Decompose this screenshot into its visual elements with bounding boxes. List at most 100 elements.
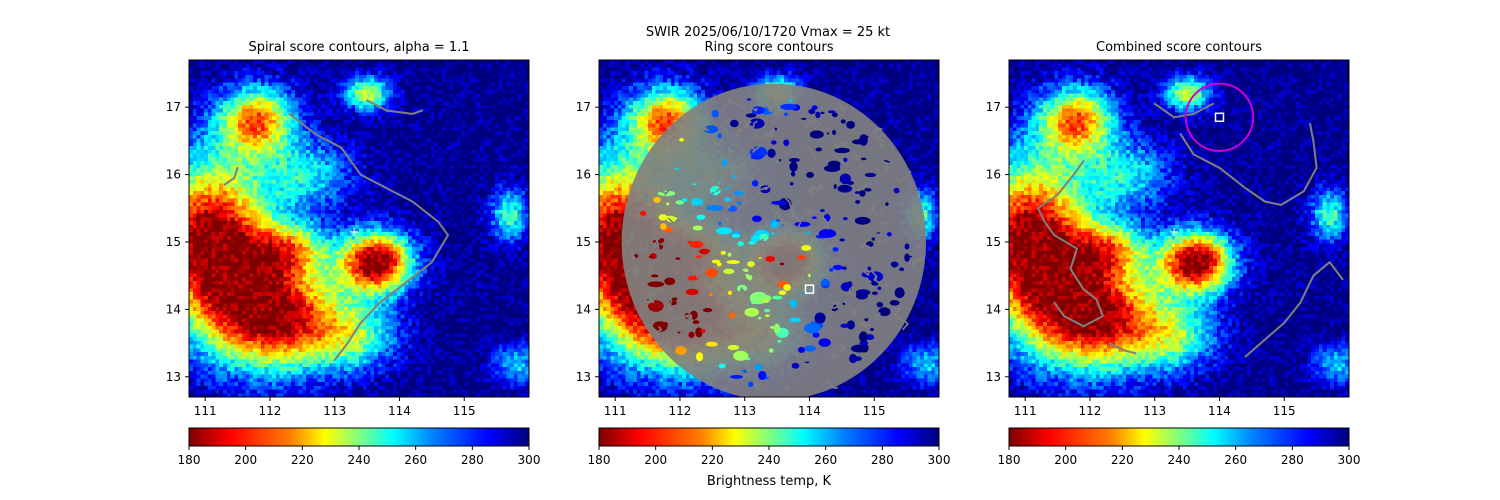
ring-contour-line xyxy=(736,164,747,173)
ring-contour-gap xyxy=(833,184,837,189)
ring-contour-gap xyxy=(664,277,676,286)
center-marker-square xyxy=(804,284,815,294)
ring-contour-gap xyxy=(815,111,821,119)
panel-overlay xyxy=(621,83,927,397)
ring-contour-line xyxy=(746,143,761,154)
ring-contour-gap xyxy=(692,320,700,324)
ring-contour-gap xyxy=(807,273,811,278)
y-tick-label: 16 xyxy=(986,168,1001,182)
ring-contour-line xyxy=(760,245,775,252)
ring-contour-gap xyxy=(899,267,905,272)
ring-contour-line xyxy=(825,379,838,389)
ring-contour-line xyxy=(774,209,780,220)
ring-contour-line xyxy=(784,234,792,246)
ring-contour-line xyxy=(809,185,817,191)
ring-contour-line xyxy=(650,165,666,173)
ring-contour-line xyxy=(707,110,714,119)
ring-contour-gap xyxy=(854,191,861,194)
ring-contour-line xyxy=(833,142,840,149)
ring-contour-gap xyxy=(769,325,776,329)
ring-contour-line xyxy=(668,300,674,313)
ring-contour-line xyxy=(752,132,760,140)
ring-contour-gap xyxy=(809,130,824,139)
ring-contour-line xyxy=(723,150,733,159)
ring-contour-gap xyxy=(744,307,759,317)
ring-contour-gap xyxy=(820,279,830,286)
ring-contour-gap xyxy=(791,362,800,369)
ring-contour-gap xyxy=(711,109,719,118)
ring-contour-gap xyxy=(751,215,762,223)
ring-contour-line xyxy=(711,288,718,297)
ring-contour-gap xyxy=(771,140,777,145)
ring-contour-gap xyxy=(889,299,900,306)
colorbar-tick-label: 280 xyxy=(871,453,894,467)
ring-contour-line xyxy=(849,308,857,317)
ring-contour-gap xyxy=(904,253,910,262)
ring-contour-gap xyxy=(812,332,820,338)
ring-contour-line xyxy=(772,360,782,367)
panel-overlay xyxy=(1037,82,1344,358)
ring-contour-line xyxy=(681,314,693,319)
ring-contour-line xyxy=(739,249,745,257)
ring-contour-gap xyxy=(727,290,733,295)
ring-contour-line xyxy=(877,138,885,148)
colorbar-tick-label: 220 xyxy=(1111,453,1134,467)
ring-contour-gap xyxy=(860,157,867,161)
ring-contour-gap xyxy=(804,345,816,352)
ring-contour-gap xyxy=(839,173,851,185)
ring-contour-gap xyxy=(762,298,770,304)
ring-contour-line xyxy=(706,230,717,237)
center-marker-square xyxy=(1214,112,1225,123)
colorbar-tick-label: 240 xyxy=(758,453,781,467)
ring-contour-gap xyxy=(811,216,817,220)
ring-contour-line xyxy=(757,238,766,248)
x-tick-label: 111 xyxy=(604,404,627,418)
ring-contour-gap xyxy=(715,227,733,235)
ring-contour-gap xyxy=(674,167,680,170)
ring-contour-gap xyxy=(770,221,779,229)
ring-contour-gap xyxy=(675,200,684,205)
ring-contour-gap xyxy=(789,161,798,172)
contour-line xyxy=(1037,160,1104,328)
ring-contour-gap xyxy=(751,180,759,187)
ring-contour-line xyxy=(712,214,719,224)
ring-contour-gap xyxy=(729,119,739,128)
ring-contour-gap xyxy=(737,201,742,205)
ring-contour-line xyxy=(898,315,909,331)
contour-line xyxy=(1244,261,1344,358)
ring-contour-gap xyxy=(754,364,763,371)
ring-contour-line xyxy=(760,133,773,140)
ring-contour-line xyxy=(667,236,677,251)
ring-contour-gap xyxy=(774,326,781,334)
y-tick-label: 15 xyxy=(576,235,591,249)
ring-contour-line xyxy=(669,316,684,321)
ring-contour-gap xyxy=(758,257,762,259)
x-tick-label: 115 xyxy=(453,404,476,418)
x-tick-label: 112 xyxy=(1078,404,1101,418)
ring-contour-line xyxy=(718,296,731,306)
axes-frame xyxy=(598,59,940,398)
ring-contour-line xyxy=(839,344,846,353)
y-tick-label: 17 xyxy=(576,100,591,114)
ring-contour-gap xyxy=(886,232,892,237)
ring-contour-gap xyxy=(737,241,744,247)
colorbar-tick-label: 280 xyxy=(461,453,484,467)
ring-contour-line xyxy=(784,386,790,391)
ring-contour-gap xyxy=(849,353,857,364)
ring-contour-gap xyxy=(843,157,848,163)
ring-contour-gap xyxy=(771,232,775,236)
ring-contour-gap xyxy=(859,190,866,197)
ring-contour-line xyxy=(872,127,883,140)
ring-contour-gap xyxy=(717,133,722,139)
ring-contour-gap xyxy=(711,259,721,264)
ring-contour-line xyxy=(831,350,838,359)
ring-contour-gap xyxy=(720,250,726,255)
ring-contour-line xyxy=(667,137,675,148)
ring-contour-line xyxy=(642,193,648,203)
ring-contour-gap xyxy=(831,112,838,118)
contour-line xyxy=(1179,123,1318,206)
ring-contour-gap xyxy=(855,199,861,204)
ring-contour-gap xyxy=(842,302,846,306)
ring-contour-gap xyxy=(794,221,811,227)
ring-contour-gap xyxy=(733,350,749,361)
